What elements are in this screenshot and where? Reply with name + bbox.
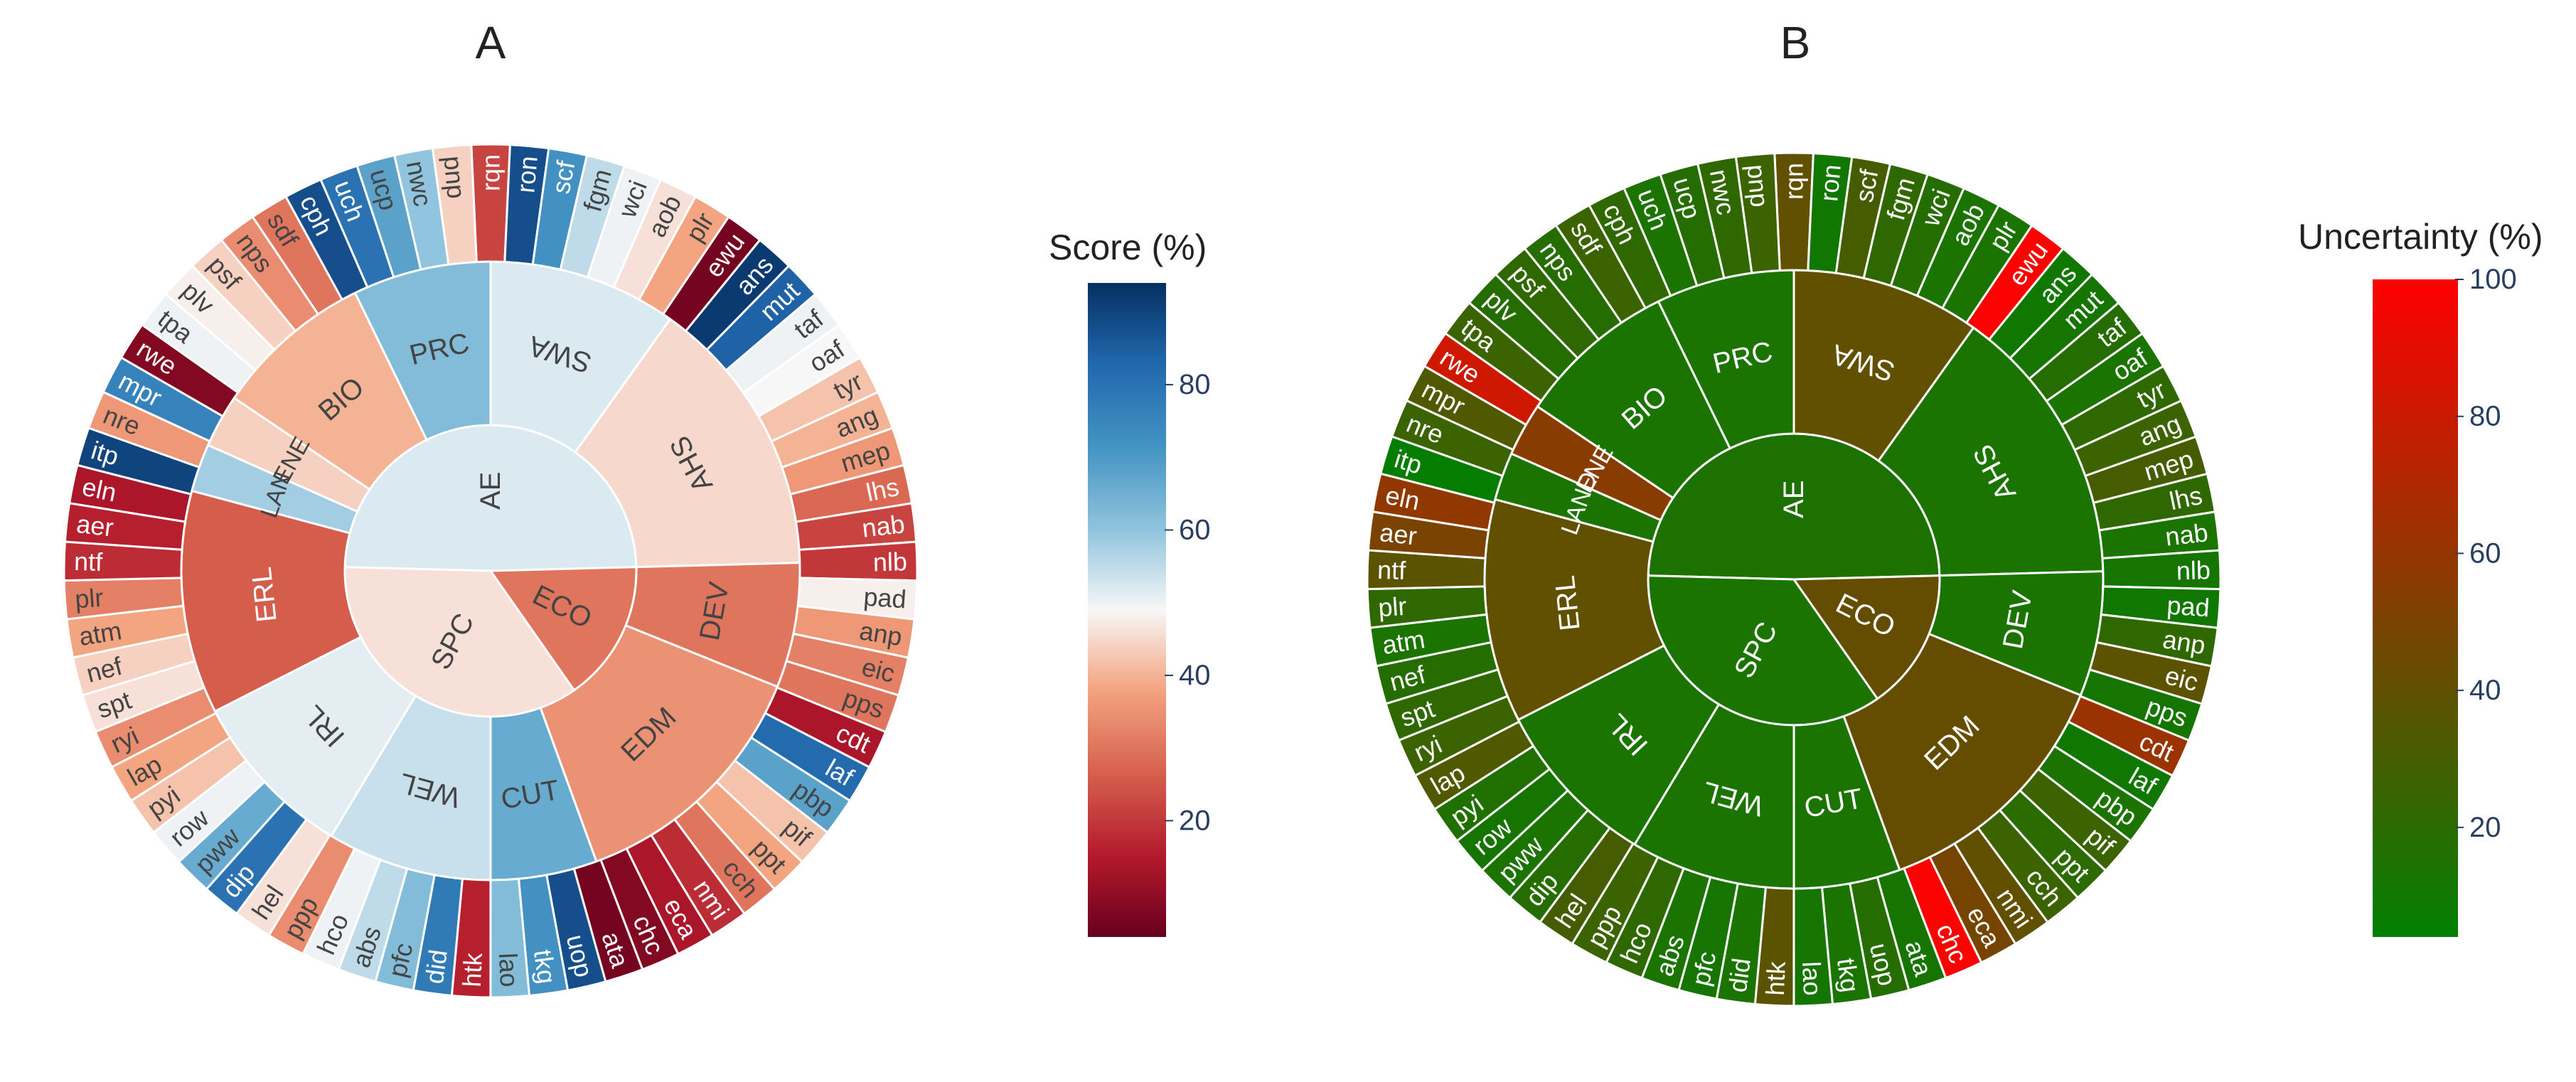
a-outer-label-33-tkg: tkg: [528, 948, 562, 985]
panel-a-title: A: [476, 17, 506, 68]
b-mid-label-erl: ERL: [1549, 574, 1586, 632]
b-outer-label-51-plr: plr: [1377, 591, 1408, 623]
a-outer-label-19-anp: anp: [857, 616, 904, 651]
a-mid-label-erl: ERL: [246, 565, 283, 623]
a-outer-label-51-plr: plr: [74, 583, 105, 614]
b-inner-label-ae: AE: [1778, 481, 1810, 518]
b-outer-label-16-nab: nab: [2164, 518, 2209, 552]
a-outer-label-35-htk: htk: [457, 951, 488, 987]
a-outer-label-16-nab: nab: [860, 509, 906, 543]
a-outer-label-15-lhs: lhs: [864, 472, 902, 508]
b-outer-label-52-ntf: ntf: [1377, 555, 1407, 585]
colorbar-uncertainty-tick-label-20: 20: [2469, 812, 2501, 843]
colorbar-score-tick-label-60: 60: [1179, 515, 1211, 546]
colorbar-uncertainty-tick-label-80: 80: [2469, 401, 2501, 432]
colorbar-score-tick-label-20: 20: [1179, 805, 1211, 836]
a-outer-label-0-rqn: rqn: [476, 154, 506, 191]
colorbar-score-gradient: [1088, 283, 1166, 937]
b-outer-label-54-eln: eln: [1383, 481, 1422, 516]
colorbar-uncertainty-tick-label-60: 60: [2469, 537, 2501, 569]
a-outer-68-pnp: [431, 144, 478, 266]
b-outer-label-1-ron: ron: [1814, 164, 1847, 203]
colorbar-score: Score (%) 20 40 60 80: [1049, 227, 1211, 937]
a-outer-label-17-nlb: nlb: [872, 547, 907, 577]
b-outer-68-pnp: [1734, 152, 1781, 274]
b-outer-label-50-atm: atm: [1380, 624, 1427, 660]
a-outer-label-36-did: did: [419, 948, 453, 985]
colorbar-uncertainty-tick-label-40: 40: [2469, 675, 2501, 706]
a-outer-label-1-ron: ron: [511, 155, 543, 195]
a-inner-label-ae: AE: [475, 472, 506, 510]
colorbar-score-title: Score (%): [1049, 227, 1207, 267]
a-outer-label-34-lao: lao: [493, 952, 524, 987]
colorbar-uncertainty-gradient: [2373, 279, 2458, 937]
panel-b-title: B: [1780, 17, 1811, 68]
a-outer-label-68-pnp: pnp: [438, 155, 471, 200]
b-outer-label-53-aer: aer: [1378, 518, 1418, 551]
b-outer-label-17-nlb: nlb: [2176, 555, 2211, 585]
colorbar-uncertainty: Uncertainty (%) 20 40 60 80 100: [2298, 217, 2543, 937]
colorbar-uncertainty-title: Uncertainty (%): [2298, 217, 2543, 257]
b-outer-label-15-lhs: lhs: [2167, 481, 2205, 516]
a-outer-label-50-atm: atm: [77, 616, 124, 651]
b-outer-label-68-pnp: pnp: [1741, 164, 1774, 209]
b-outer-label-0-rqn: rqn: [1780, 163, 1809, 200]
b-outer-label-19-anp: anp: [2161, 624, 2208, 660]
colorbar-score-ticks: 20 40 60 80: [1165, 369, 1211, 836]
a-outer-label-18-pad: pad: [862, 582, 907, 614]
b-outer-label-36-did: did: [1723, 956, 1756, 994]
b-outer-label-2-scf: scf: [1849, 166, 1884, 205]
a-outer-label-52-ntf: ntf: [74, 547, 104, 577]
b-outer-label-33-tkg: tkg: [1832, 956, 1865, 994]
a-outer-label-54-eln: eln: [80, 472, 119, 508]
b-outer-label-18-pad: pad: [2166, 591, 2211, 623]
colorbar-score-tick-label-80: 80: [1179, 369, 1211, 400]
colorbar-uncertainty-ticks: 20 40 60 80 100: [2455, 264, 2517, 843]
b-outer-label-34-lao: lao: [1797, 960, 1827, 996]
b-outer-label-35-htk: htk: [1760, 960, 1791, 996]
colorbar-score-tick-label-40: 40: [1179, 660, 1211, 691]
colorbar-uncertainty-tick-label-100: 100: [2469, 264, 2517, 295]
a-outer-label-53-aer: aer: [75, 509, 114, 542]
a-outer-label-2-scf: scf: [546, 158, 581, 196]
